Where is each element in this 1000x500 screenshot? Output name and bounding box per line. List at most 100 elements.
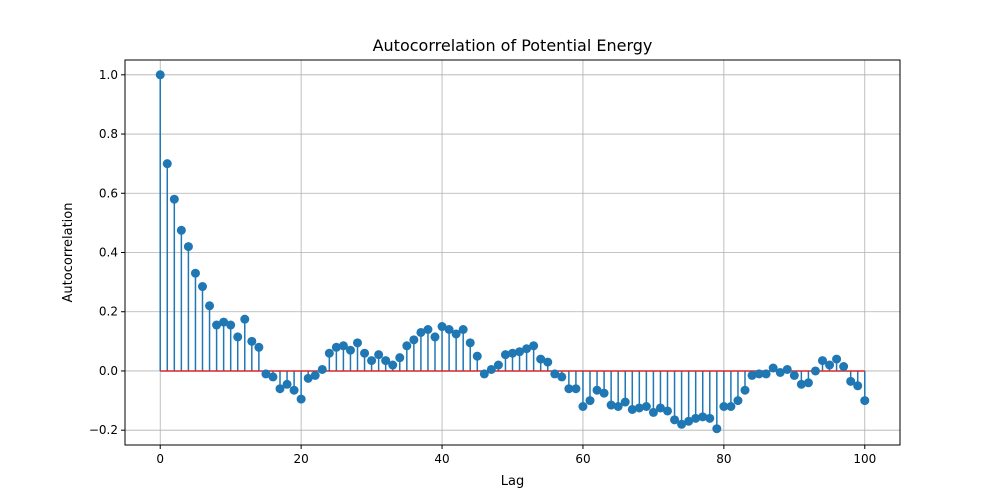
- stem-marker: [803, 378, 813, 388]
- x-tick-label: 20: [293, 452, 308, 466]
- x-axis-label: Lag: [501, 474, 524, 489]
- axis-ticks: 0 20 40 60 80 100 −0.2 0.0 0.2 0.4 0.6 0.8 1.0: [89, 68, 876, 466]
- stem-marker: [543, 357, 553, 367]
- stem-marker: [508, 348, 517, 358]
- stem-marker: [818, 356, 827, 366]
- y-axis-label: Autocorrelation: [61, 203, 76, 303]
- stem-marker: [719, 402, 729, 411]
- stem-marker: [585, 396, 595, 406]
- stem-marker: [261, 369, 271, 379]
- stem-marker: [296, 394, 306, 404]
- stem-marker: [860, 396, 870, 406]
- stem-marker: [536, 354, 546, 364]
- stem-marker: [698, 412, 708, 422]
- stem-marker: [212, 320, 222, 330]
- stem-marker: [381, 356, 391, 366]
- stem-marker: [324, 348, 334, 358]
- stem-marker: [522, 344, 532, 354]
- stem-marker: [825, 360, 835, 370]
- stem-marker: [268, 372, 278, 382]
- stem-marker: [282, 379, 292, 389]
- stem-marker: [747, 370, 757, 380]
- y-tick-label: 0.6: [99, 186, 118, 200]
- stem-marker: [486, 364, 496, 374]
- stem-marker: [655, 403, 665, 413]
- stem-marker: [564, 384, 574, 394]
- x-tick-label: 40: [434, 452, 449, 466]
- stem-marker: [247, 336, 257, 346]
- x-tick-label: 100: [853, 452, 876, 466]
- y-tick-label: −0.2: [89, 423, 118, 437]
- stem-marker: [444, 325, 454, 334]
- stem-marker: [472, 351, 482, 361]
- y-tick-label: 0.2: [99, 305, 118, 319]
- stem-marker: [606, 400, 616, 410]
- stem-marker: [303, 373, 313, 383]
- stem-marker: [592, 385, 602, 395]
- stem-marker: [768, 363, 778, 373]
- stem-marker: [846, 376, 856, 386]
- stem-marker: [198, 282, 207, 292]
- stem-marker: [775, 367, 785, 377]
- stem-marker: [402, 341, 412, 351]
- stem-marker: [345, 345, 355, 355]
- stem-marker: [712, 424, 722, 434]
- stem-marker: [571, 384, 581, 394]
- stem-marker: [648, 407, 658, 417]
- stem-marker: [810, 366, 820, 376]
- stem-marker: [465, 338, 475, 348]
- stem-marker: [155, 70, 165, 80]
- stem-marker: [275, 384, 285, 394]
- stem-marker: [430, 332, 440, 342]
- y-tick-label: 1.0: [99, 68, 118, 82]
- y-tick-label: 0.8: [99, 127, 118, 141]
- stem-marker: [627, 404, 637, 414]
- stem-marker: [374, 350, 384, 360]
- stem-lines: [159, 74, 866, 429]
- stem-marker: [754, 369, 764, 379]
- stem-marker: [726, 402, 736, 411]
- stem-marker: [240, 314, 250, 324]
- stem-marker: [740, 385, 750, 395]
- stem-marker: [663, 406, 672, 416]
- stem-marker: [832, 354, 842, 364]
- stem-marker: [289, 385, 299, 395]
- stem-marker: [705, 413, 715, 423]
- stem-marker: [226, 320, 236, 330]
- stem-marker: [388, 360, 398, 370]
- stem-marker: [367, 356, 377, 366]
- x-tick-label: 80: [716, 452, 731, 466]
- stem-marker: [416, 327, 426, 337]
- stem-marker: [205, 301, 215, 311]
- stem-marker: [219, 317, 229, 327]
- stem-marker: [169, 194, 179, 204]
- stem-marker: [789, 370, 799, 380]
- x-tick-label: 0: [156, 452, 164, 466]
- chart-title: Autocorrelation of Potential Energy: [373, 36, 653, 55]
- y-tick-label: 0.0: [99, 364, 118, 378]
- stem-marker: [317, 364, 327, 374]
- stem-marker: [670, 415, 680, 425]
- stem-marker: [233, 332, 243, 342]
- stem-marker: [796, 379, 806, 389]
- stem-marker: [479, 369, 489, 379]
- stem-marker: [733, 396, 743, 406]
- stem-marker: [782, 364, 792, 374]
- stem-marker: [529, 341, 539, 351]
- stem-marker: [691, 413, 701, 423]
- stem-marker: [331, 342, 341, 352]
- stem-marker: [599, 388, 609, 398]
- stem-marker: [557, 372, 567, 382]
- stem-marker: [338, 341, 348, 351]
- stem-marker: [515, 347, 525, 357]
- stem-marker: [500, 350, 510, 360]
- stem-marker: [353, 338, 362, 348]
- stem-marker: [550, 369, 560, 379]
- stem-marker: [634, 403, 644, 413]
- stem-marker: [183, 242, 193, 252]
- stem-marker: [613, 402, 623, 411]
- stem-marker: [458, 325, 468, 334]
- stem-marker: [437, 322, 447, 332]
